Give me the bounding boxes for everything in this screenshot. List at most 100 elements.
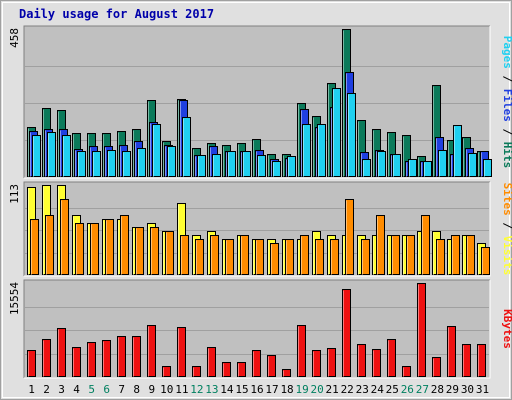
bar-kbytes-day-28 bbox=[432, 357, 441, 377]
x-tick-day-29: 29 bbox=[446, 383, 459, 396]
x-tick-day-27: 27 bbox=[416, 383, 429, 396]
x-tick-day-24: 24 bbox=[371, 383, 385, 396]
x-tick-day-10: 10 bbox=[160, 383, 173, 396]
bar-sites-day-23 bbox=[361, 239, 370, 275]
bar-kbytes-day-17 bbox=[267, 355, 276, 377]
bar-kbytes-day-6 bbox=[102, 340, 111, 377]
series-kbytes bbox=[27, 283, 486, 377]
bar-sites-day-7 bbox=[120, 215, 129, 275]
bar-sites-day-30 bbox=[466, 235, 475, 275]
bar-sites-day-19 bbox=[300, 235, 309, 275]
bar-sites-day-25 bbox=[391, 235, 400, 275]
bar-pages-day-13 bbox=[212, 154, 221, 177]
panel-border-dark bbox=[23, 25, 490, 178]
x-tick-day-14: 14 bbox=[220, 383, 234, 396]
bar-kbytes-day-24 bbox=[372, 349, 381, 377]
bar-pages-day-5 bbox=[92, 151, 101, 177]
series-sites bbox=[30, 199, 490, 275]
panel-3: 15554 KBytes bbox=[8, 279, 512, 379]
legend-separator: / bbox=[501, 69, 512, 89]
panel-border-light bbox=[24, 280, 491, 379]
bar-pages-day-25 bbox=[392, 154, 401, 177]
legend-kbytes: KBytes bbox=[501, 309, 512, 349]
bar-pages-day-15 bbox=[242, 151, 251, 177]
bar-pages-day-3 bbox=[62, 135, 71, 177]
legend-files: Files bbox=[501, 89, 512, 122]
bar-sites-day-15 bbox=[240, 235, 249, 275]
bar-kbytes-day-26 bbox=[402, 366, 411, 377]
panel-2: 113 Sites / Visits bbox=[8, 181, 512, 277]
bar-pages-day-2 bbox=[47, 132, 56, 177]
panel-border-light bbox=[24, 26, 491, 179]
bar-pages-day-17 bbox=[272, 161, 281, 177]
bar-sites-day-10 bbox=[165, 231, 174, 275]
bar-kbytes-day-18 bbox=[282, 369, 291, 377]
bar-sites-day-18 bbox=[285, 239, 294, 275]
x-tick-day-30: 30 bbox=[461, 383, 474, 396]
bar-sites-day-24 bbox=[376, 215, 385, 275]
bar-sites-day-1 bbox=[30, 219, 39, 275]
x-tick-day-7: 7 bbox=[118, 383, 125, 396]
legend-separator: / bbox=[501, 216, 512, 236]
x-tick-day-21: 21 bbox=[326, 383, 339, 396]
x-tick-day-9: 9 bbox=[148, 383, 155, 396]
x-tick-day-2: 2 bbox=[43, 383, 50, 396]
bar-sites-day-31 bbox=[481, 247, 490, 275]
x-tick-day-1: 1 bbox=[28, 383, 35, 396]
bar-pages-day-6 bbox=[107, 150, 116, 177]
right-legend-label: Sites / Visits bbox=[501, 183, 512, 276]
bar-pages-day-4 bbox=[77, 151, 86, 177]
bar-sites-day-20 bbox=[315, 239, 324, 275]
bar-sites-day-6 bbox=[105, 219, 114, 275]
bar-kbytes-day-7 bbox=[117, 336, 126, 377]
bar-sites-day-13 bbox=[210, 235, 219, 275]
bar-sites-day-22 bbox=[345, 199, 354, 275]
bar-sites-day-16 bbox=[255, 239, 264, 275]
bar-sites-day-2 bbox=[45, 215, 54, 275]
bar-sites-day-4 bbox=[75, 223, 84, 275]
legend-separator: / bbox=[501, 122, 512, 142]
bar-sites-day-11 bbox=[180, 235, 189, 275]
bar-pages-day-1 bbox=[32, 135, 41, 177]
y-max-label: 458 bbox=[8, 28, 21, 48]
bar-sites-day-3 bbox=[60, 199, 69, 275]
legend-sites: Sites bbox=[501, 183, 512, 216]
x-tick-day-25: 25 bbox=[386, 383, 399, 396]
bar-sites-day-21 bbox=[330, 239, 339, 275]
bar-pages-day-19 bbox=[302, 124, 311, 177]
bar-kbytes-day-9 bbox=[147, 325, 156, 377]
bar-kbytes-day-11 bbox=[177, 327, 186, 377]
bar-kbytes-day-31 bbox=[477, 344, 486, 377]
x-tick-day-23: 23 bbox=[356, 383, 369, 396]
x-tick-day-22: 22 bbox=[341, 383, 354, 396]
x-tick-day-18: 18 bbox=[280, 383, 293, 396]
bar-pages-day-23 bbox=[362, 159, 371, 177]
x-tick-day-8: 8 bbox=[133, 383, 140, 396]
right-legend-label: KBytes bbox=[501, 309, 512, 349]
bar-kbytes-day-25 bbox=[387, 339, 396, 377]
bar-pages-day-11 bbox=[182, 117, 191, 177]
bar-pages-day-27 bbox=[423, 161, 432, 177]
bar-sites-day-5 bbox=[90, 223, 99, 275]
bar-sites-day-26 bbox=[406, 235, 415, 275]
x-tick-day-12: 12 bbox=[190, 383, 203, 396]
legend-visits: Visits bbox=[501, 236, 512, 276]
x-tick-day-28: 28 bbox=[431, 383, 444, 396]
bar-pages-day-20 bbox=[317, 124, 326, 177]
x-tick-day-13: 13 bbox=[205, 383, 218, 396]
bar-pages-day-30 bbox=[468, 153, 477, 177]
y-max-label: 113 bbox=[8, 184, 21, 204]
bar-pages-day-22 bbox=[347, 93, 356, 177]
chart-title: Daily usage for August 2017 bbox=[19, 7, 214, 21]
legend-hits: Hits bbox=[501, 142, 512, 169]
bar-kbytes-day-29 bbox=[447, 326, 456, 377]
x-tick-day-17: 17 bbox=[265, 383, 278, 396]
x-tick-day-3: 3 bbox=[58, 383, 65, 396]
bar-kbytes-day-27 bbox=[417, 283, 426, 377]
bar-pages-day-21 bbox=[332, 88, 341, 177]
bar-kbytes-day-13 bbox=[207, 347, 216, 377]
bar-pages-day-31 bbox=[483, 159, 492, 177]
panels: 458 Pages / Files / Hits 113 Sites / Visits… bbox=[8, 25, 512, 379]
